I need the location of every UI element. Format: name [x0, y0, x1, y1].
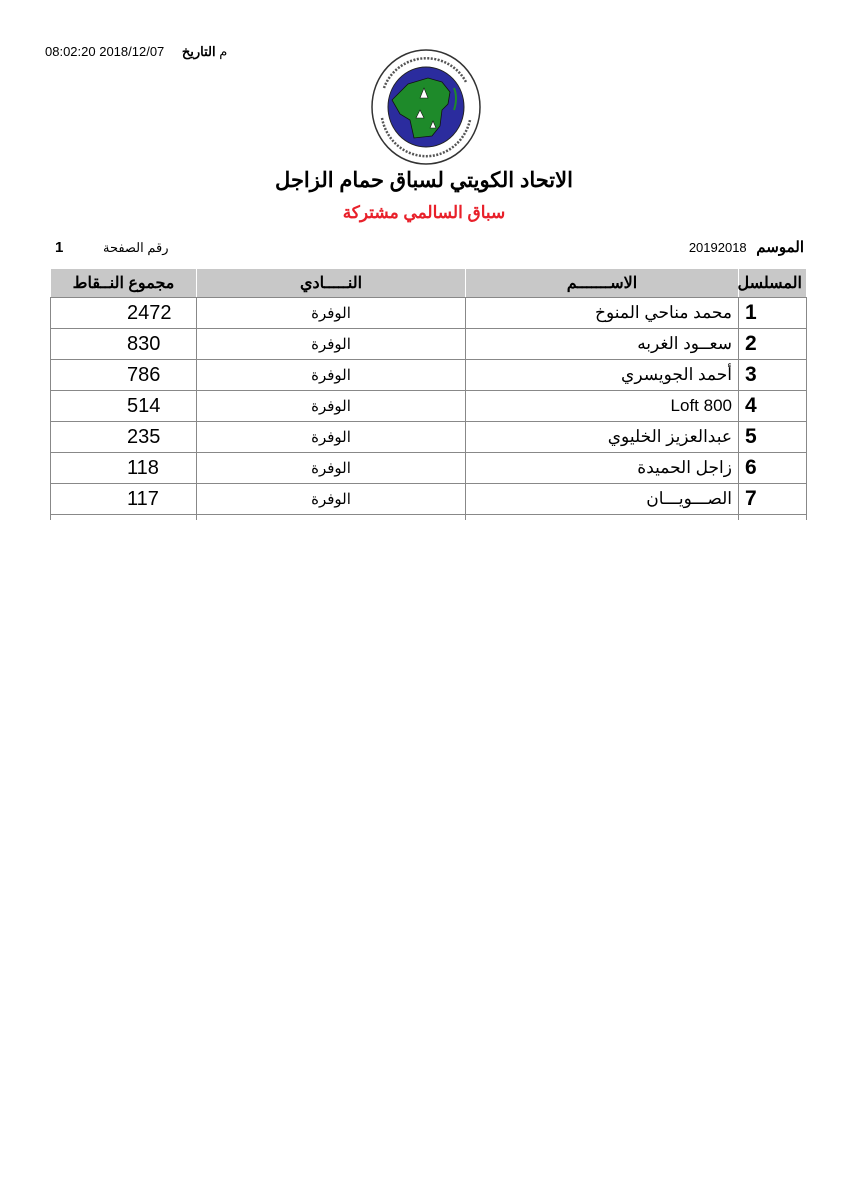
table-row: 5 عبدالعزيز الخليوي الوفرة 235 — [50, 421, 807, 453]
name-cell: Loft 800 — [465, 390, 739, 422]
club-cell: الوفرة — [196, 390, 466, 422]
empty-cell — [465, 514, 739, 520]
points-cell: 830 — [50, 328, 197, 360]
date-label: التاريخ — [181, 44, 216, 59]
points-cell: 117 — [50, 483, 197, 515]
name-cell: عبدالعزيز الخليوي — [465, 421, 739, 453]
column-header-points: مجموع النــقاط — [50, 268, 197, 298]
points-cell: 2472 — [50, 297, 197, 329]
race-subtitle: سباق السالمي مشتركة — [342, 203, 506, 222]
page-number-value: 1 — [55, 239, 64, 256]
table-row: 7 الصـــويـــان الوفرة 117 — [50, 483, 807, 515]
name-cell: زاجل الحميدة — [465, 452, 739, 484]
club-cell: الوفرة — [196, 421, 466, 453]
page-number: 1 رقم الصفحة — [55, 239, 169, 256]
serial-cell: 5 — [738, 421, 807, 453]
table-row: 3 أحمد الجويسري الوفرة 786 — [50, 359, 807, 391]
column-header-name: الاســـــــم — [465, 268, 739, 298]
report-date: 08:02:20 2018/12/07 م التاريخ — [45, 44, 227, 60]
empty-cell — [738, 514, 807, 520]
club-cell: الوفرة — [196, 359, 466, 391]
table-row-stub — [50, 514, 807, 520]
page-title: الاتحاد الكويتي لسباق حمام الزاجل — [275, 169, 573, 192]
serial-cell: 6 — [738, 452, 807, 484]
serial-cell: 7 — [738, 483, 807, 515]
points-cell: 786 — [50, 359, 197, 391]
name-cell: محمد مناحي المنوخ — [465, 297, 739, 329]
column-header-club: النـــــادي — [196, 268, 466, 298]
empty-cell — [196, 514, 466, 520]
table-row: 1 محمد مناحي المنوخ الوفرة 2472 — [50, 297, 807, 329]
name-cell: أحمد الجويسري — [465, 359, 739, 391]
column-header-serial: المسلسل — [737, 268, 807, 298]
points-cell: 235 — [50, 421, 197, 453]
season-value: 20192018 — [688, 240, 747, 255]
table-row: 2 سعــود الغربه الوفرة 830 — [50, 328, 807, 360]
points-cell: 514 — [50, 390, 197, 422]
season: الموسم 20192018 — [689, 238, 804, 256]
table-header-row: المسلسل الاســـــــم النـــــادي مجموع ا… — [50, 268, 807, 298]
page-number-label: رقم الصفحة — [102, 240, 169, 255]
table-row: 6 زاجل الحميدة الوفرة 118 — [50, 452, 807, 484]
empty-cell — [50, 514, 197, 520]
club-cell: الوفرة — [196, 328, 466, 360]
serial-cell: 1 — [738, 297, 807, 329]
date-value: 08:02:20 2018/12/07 م — [45, 44, 228, 59]
season-label: الموسم — [756, 239, 804, 256]
results-table: المسلسل الاســـــــم النـــــادي مجموع ا… — [50, 268, 807, 520]
club-cell: الوفرة — [196, 483, 466, 515]
serial-cell: 2 — [738, 328, 807, 360]
name-cell: سعــود الغربه — [465, 328, 739, 360]
serial-cell: 4 — [738, 390, 807, 422]
federation-logo — [371, 49, 481, 165]
points-cell: 118 — [50, 452, 197, 484]
club-cell: الوفرة — [196, 452, 466, 484]
name-cell: الصـــويـــان — [465, 483, 739, 515]
table-row: 4 Loft 800 الوفرة 514 — [50, 390, 807, 422]
serial-cell: 3 — [738, 359, 807, 391]
club-cell: الوفرة — [196, 297, 466, 329]
